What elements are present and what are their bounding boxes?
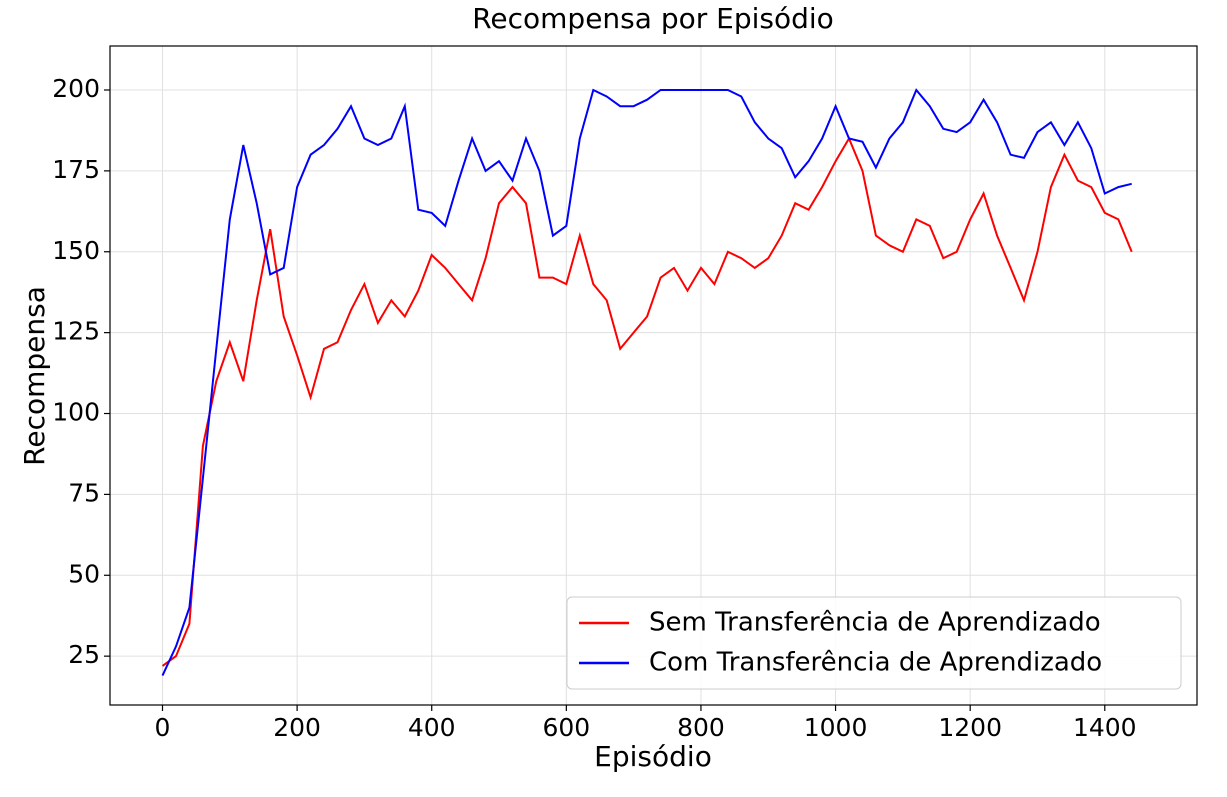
y-tick-label: 50: [68, 559, 100, 588]
x-tick-label: 1200: [938, 713, 1002, 742]
y-tick-label: 150: [52, 236, 100, 265]
legend-label: Sem Transferência de Aprendizado: [649, 608, 1101, 638]
data-line: [161, 136, 1133, 667]
x-axis-label: Episódio: [594, 740, 712, 773]
x-tick-label: 800: [677, 713, 725, 742]
y-axis-label: Recompensa: [18, 286, 51, 466]
data-line: [161, 88, 1132, 677]
x-tick-label: 200: [273, 713, 321, 742]
y-tick-label: 25: [68, 640, 100, 669]
x-tick-label: 1400: [1073, 713, 1137, 742]
y-tick-label: 125: [52, 317, 100, 346]
y-tick-label: 100: [52, 398, 100, 427]
legend-label: Com Transferência de Aprendizado: [649, 648, 1102, 678]
chart-title: Recompensa por Episódio: [472, 2, 834, 35]
legend-box: [566, 596, 1182, 690]
y-tick-label: 175: [52, 155, 100, 184]
plot-frame: [109, 45, 1198, 706]
x-tick-label: 600: [542, 713, 590, 742]
x-tick-label: 1000: [804, 713, 868, 742]
x-tick-label: 0: [155, 713, 171, 742]
y-tick-label: 75: [68, 478, 100, 507]
x-tick-label: 400: [408, 713, 456, 742]
y-tick-label: 200: [52, 74, 100, 103]
